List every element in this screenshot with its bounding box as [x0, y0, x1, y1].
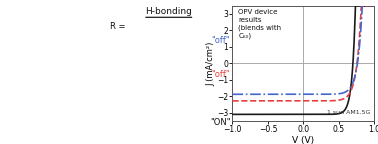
Text: OPV device
results
(blends with
C₆₀): OPV device results (blends with C₆₀) — [238, 9, 281, 39]
X-axis label: V (V): V (V) — [292, 136, 314, 144]
Text: R =: R = — [110, 22, 125, 31]
Text: 1 sun AM1.5G: 1 sun AM1.5G — [327, 110, 370, 115]
Text: "ON": "ON" — [210, 118, 231, 127]
Text: "off": "off" — [211, 36, 229, 45]
Text: "off": "off" — [211, 70, 229, 79]
Text: H-bonding: H-bonding — [145, 7, 192, 16]
Y-axis label: J (mA/cm²): J (mA/cm²) — [207, 41, 216, 86]
